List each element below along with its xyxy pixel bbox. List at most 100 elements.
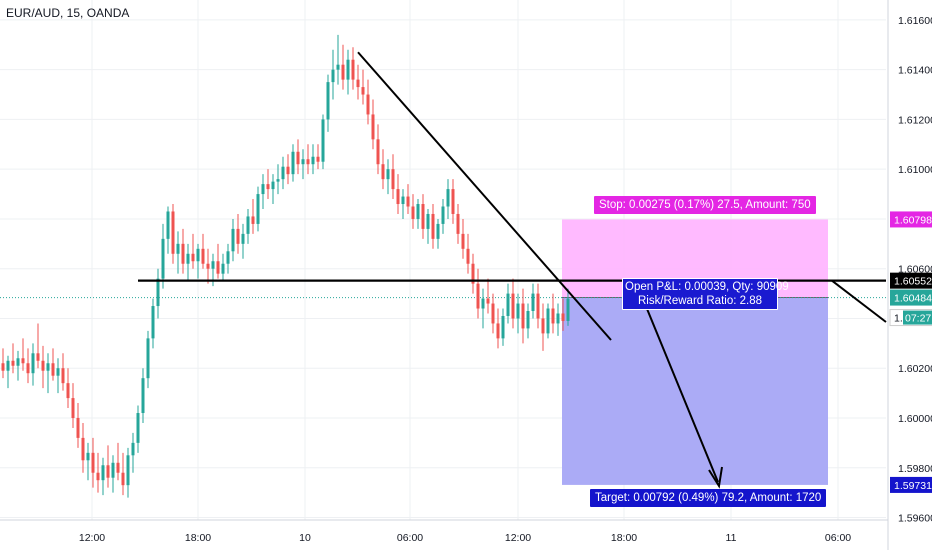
candle-body <box>416 204 420 219</box>
candle-body <box>136 413 140 443</box>
candle-body <box>336 64 340 70</box>
candle-body <box>81 437 85 461</box>
price-badge-label: 1.60798 <box>894 214 932 226</box>
candle-body <box>321 119 325 162</box>
candle-body <box>531 293 535 312</box>
candle-body <box>201 248 205 264</box>
breakout-line <box>831 279 887 323</box>
candle-body <box>481 298 485 309</box>
price-badge-label: 1.59731 <box>894 480 932 492</box>
candle-body <box>326 82 330 120</box>
candle-body <box>486 298 490 304</box>
price-badge-label: 1.60484 <box>894 293 932 305</box>
candle-body <box>176 243 180 254</box>
candle-body <box>366 94 370 115</box>
candle-body <box>21 358 25 364</box>
price-axis-tick-label: 1.61400 <box>898 65 932 77</box>
candle-body <box>211 261 215 269</box>
candle-body <box>281 166 285 180</box>
time-axis-tick-label: 12:00 <box>79 532 105 544</box>
candle-body <box>551 308 555 324</box>
candle-body <box>156 278 160 307</box>
resistance-trendline <box>357 51 612 341</box>
candle-body <box>71 398 75 418</box>
candle-body <box>461 233 465 249</box>
candle-body <box>346 59 350 80</box>
candle-body <box>476 283 480 309</box>
candle-body <box>226 251 230 264</box>
price-axis-tick-label: 1.59600 <box>898 513 932 525</box>
price-badge <box>890 289 932 306</box>
candle-body <box>181 243 185 264</box>
candle-body <box>196 248 200 262</box>
candle-body <box>301 159 305 165</box>
candle-body <box>186 253 190 264</box>
candle-body <box>421 204 425 229</box>
candle-body <box>471 263 475 284</box>
candle-body <box>241 233 245 244</box>
candle-body <box>166 211 170 239</box>
candle-body <box>451 189 455 214</box>
candle-body <box>371 114 375 140</box>
price-axis-tick-label: 1.61200 <box>898 114 932 126</box>
candle-body <box>66 383 70 399</box>
candle-body <box>541 318 545 334</box>
price-badge <box>890 272 932 289</box>
candle-body <box>381 164 385 180</box>
candle-body <box>231 228 235 252</box>
candle-body <box>126 455 130 486</box>
candle-body <box>561 313 565 321</box>
candle-body <box>526 311 530 329</box>
stop-loss-label: Stop: 0.00275 (0.17%) 27.5, Amount: 750 <box>594 196 816 214</box>
candle-body <box>536 293 540 319</box>
candle-body <box>16 358 20 366</box>
candle-body <box>331 69 335 83</box>
time-axis-tick-label: 18:00 <box>611 532 637 544</box>
candle-body <box>31 353 35 374</box>
candle-body <box>146 338 150 379</box>
time-axis-tick-label: 06:00 <box>397 532 423 544</box>
candle-body <box>441 206 445 224</box>
countdown-timer-bg <box>903 310 932 325</box>
candle-body <box>116 462 120 473</box>
take-profit-zone <box>562 297 828 485</box>
candle-body <box>446 189 450 207</box>
candle-body <box>506 293 510 316</box>
candle-body <box>376 139 380 165</box>
time-axis-tick-label: 10 <box>299 532 311 544</box>
candle-body <box>161 238 165 279</box>
candle-body <box>26 363 30 374</box>
open-pnl-text: Open P&L: 0.00039, Qty: 90909 <box>625 281 789 293</box>
price-badge-label: 1.60552 <box>894 276 932 288</box>
candle-body <box>351 59 355 80</box>
candle-body <box>1 363 5 371</box>
candle-body <box>456 213 460 234</box>
projection-arrow-shaft <box>635 281 719 483</box>
candle-body <box>56 368 60 376</box>
candle-body <box>106 465 110 478</box>
candle-body <box>396 189 400 205</box>
candle-body <box>311 156 315 165</box>
candle-body <box>556 313 560 324</box>
risk-reward-text: Risk/Reward Ratio: 2.88 <box>638 295 762 307</box>
candle-body <box>566 298 570 321</box>
candle-body <box>86 452 90 461</box>
take-profit-label: Target: 0.00792 (0.49%) 79.2, Amount: 17… <box>590 489 827 507</box>
price-axis-tick-label: 1.60000 <box>898 413 932 425</box>
candle-body <box>271 181 275 190</box>
price-axis-tick-label: 1.61600 <box>898 15 932 27</box>
candle-body <box>496 323 500 339</box>
candle-body <box>206 263 210 269</box>
candle-body <box>46 363 50 371</box>
candle-body <box>361 87 365 95</box>
candle-body <box>141 378 145 414</box>
candle-body <box>516 303 520 319</box>
symbol-title: EUR/AUD, 15, OANDA <box>6 6 130 20</box>
price-axis-tick-label: 1.60200 <box>898 363 932 375</box>
candle-body <box>191 253 195 262</box>
candle-body <box>61 368 65 384</box>
candle-body <box>296 151 300 165</box>
candle-body <box>406 196 410 207</box>
